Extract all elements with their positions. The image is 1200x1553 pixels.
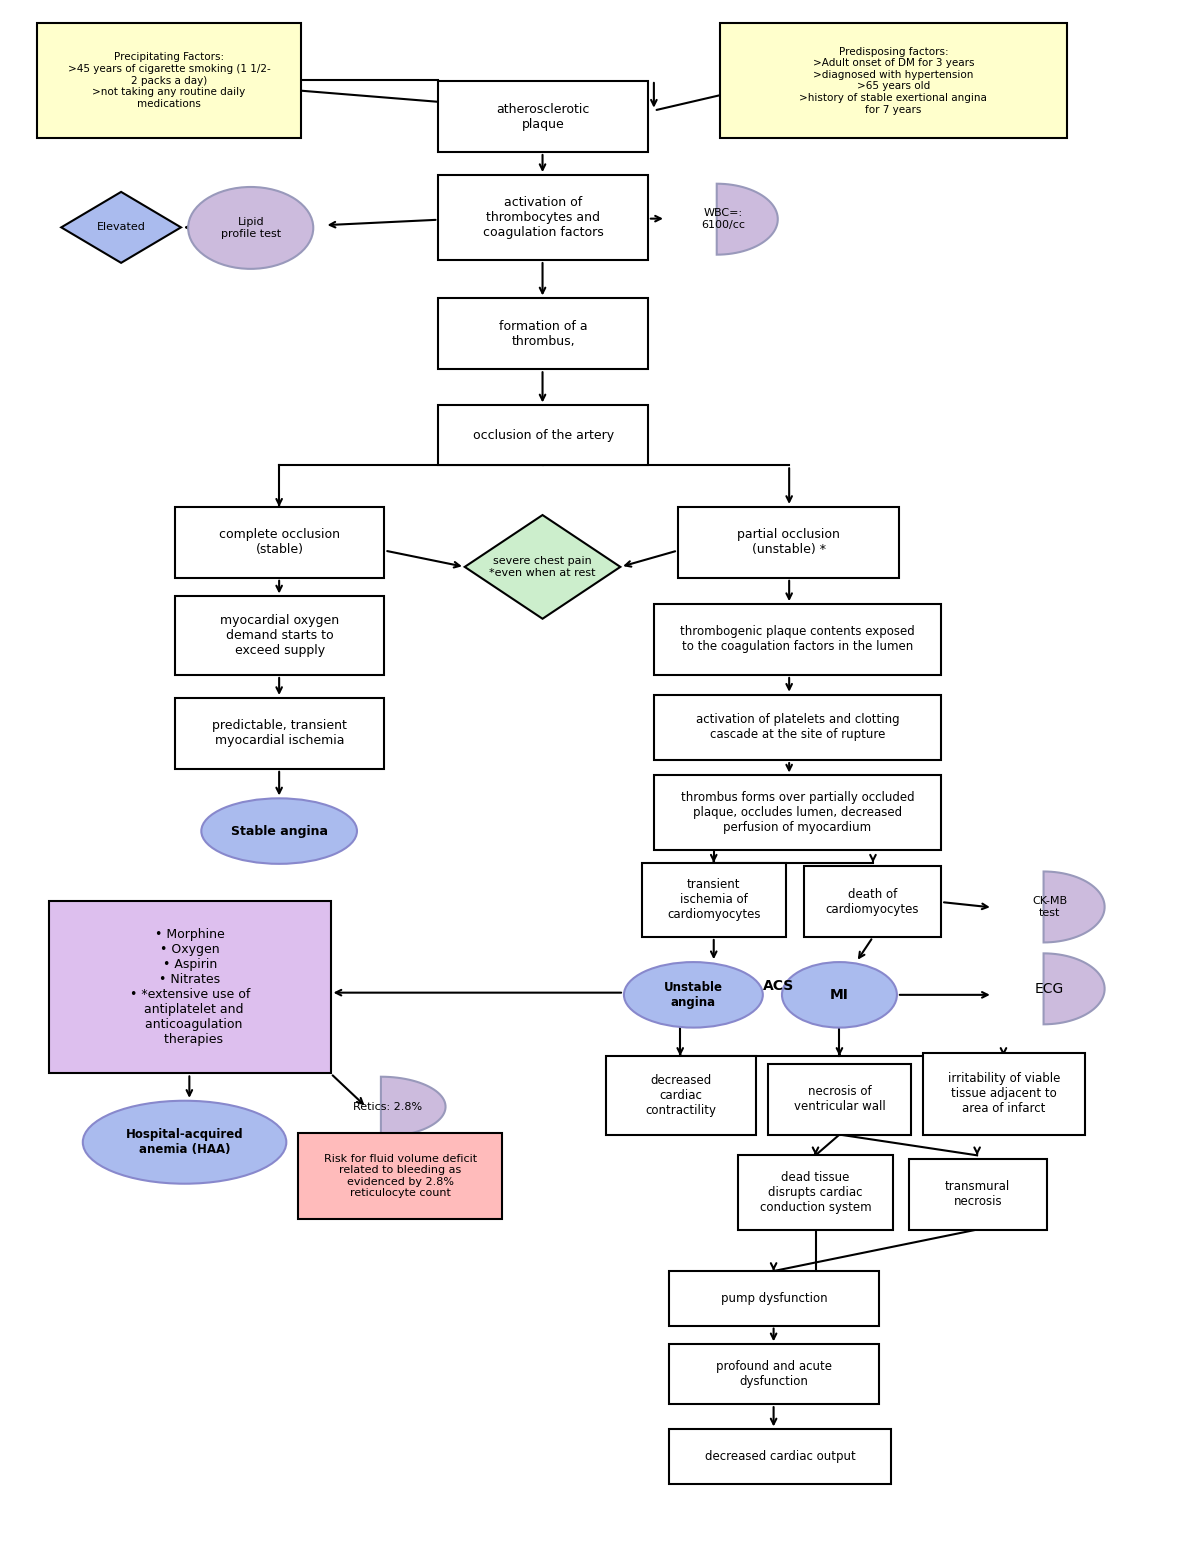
Text: activation of
thrombocytes and
coagulation factors: activation of thrombocytes and coagulati… [482, 196, 604, 239]
Text: dead tissue
disrupts cardiac
conduction system: dead tissue disrupts cardiac conduction … [760, 1171, 871, 1214]
FancyBboxPatch shape [678, 506, 899, 578]
Text: ACS: ACS [763, 978, 794, 992]
Text: partial occlusion
(unstable) *: partial occlusion (unstable) * [737, 528, 840, 556]
Text: WBC=:
6100/cc: WBC=: 6100/cc [701, 208, 745, 230]
Text: thrombus forms over partially occluded
plaque, occludes lumen, decreased
perfusi: thrombus forms over partially occluded p… [680, 790, 914, 834]
Text: Predisposing factors:
>Adult onset of DM for 3 years
>diagnosed with hypertensio: Predisposing factors: >Adult onset of DM… [799, 47, 988, 115]
Text: formation of a
thrombus,: formation of a thrombus, [499, 320, 588, 348]
Text: death of
cardiomyocytes: death of cardiomyocytes [826, 887, 919, 916]
FancyBboxPatch shape [175, 506, 384, 578]
FancyBboxPatch shape [438, 175, 648, 259]
Polygon shape [1044, 954, 1104, 1025]
FancyBboxPatch shape [670, 1345, 878, 1404]
Text: irritability of viable
tissue adjacent to
area of infarct: irritability of viable tissue adjacent t… [948, 1072, 1061, 1115]
Ellipse shape [782, 963, 896, 1028]
Text: transmural
necrosis: transmural necrosis [946, 1180, 1010, 1208]
Text: ECG: ECG [1036, 981, 1064, 995]
Text: predictable, transient
myocardial ischemia: predictable, transient myocardial ischem… [212, 719, 347, 747]
Polygon shape [61, 193, 181, 262]
Text: atherosclerotic
plaque: atherosclerotic plaque [497, 102, 590, 130]
Text: Retics: 2.8%: Retics: 2.8% [353, 1101, 422, 1112]
Text: thrombogenic plaque contents exposed
to the coagulation factors in the lumen: thrombogenic plaque contents exposed to … [680, 626, 914, 654]
Text: decreased cardiac output: decreased cardiac output [704, 1451, 856, 1463]
Polygon shape [380, 1076, 445, 1137]
Text: Elevated: Elevated [97, 222, 145, 233]
FancyBboxPatch shape [654, 694, 941, 759]
Text: severe chest pain
*even when at rest: severe chest pain *even when at rest [490, 556, 595, 578]
FancyBboxPatch shape [908, 1159, 1046, 1230]
Text: activation of platelets and clotting
cascade at the site of rupture: activation of platelets and clotting cas… [696, 713, 899, 741]
Text: decreased
cardiac
contractility: decreased cardiac contractility [646, 1073, 716, 1117]
Text: Unstable
angina: Unstable angina [664, 981, 722, 1009]
Text: occlusion of the artery: occlusion of the artery [473, 429, 613, 443]
Text: necrosis of
ventricular wall: necrosis of ventricular wall [793, 1086, 886, 1114]
FancyBboxPatch shape [438, 81, 648, 152]
Text: complete occlusion
(stable): complete occlusion (stable) [220, 528, 341, 556]
FancyBboxPatch shape [37, 23, 301, 138]
FancyBboxPatch shape [804, 867, 941, 936]
FancyBboxPatch shape [738, 1155, 893, 1230]
Ellipse shape [202, 798, 356, 863]
FancyBboxPatch shape [49, 901, 331, 1073]
Text: profound and acute
dysfunction: profound and acute dysfunction [716, 1360, 832, 1388]
Text: myocardial oxygen
demand starts to
exceed supply: myocardial oxygen demand starts to excee… [220, 613, 340, 657]
Polygon shape [464, 516, 620, 618]
FancyBboxPatch shape [654, 604, 941, 676]
FancyBboxPatch shape [768, 1064, 911, 1135]
FancyBboxPatch shape [438, 298, 648, 370]
Text: transient
ischemia of
cardiomyocytes: transient ischemia of cardiomyocytes [667, 879, 761, 921]
FancyBboxPatch shape [720, 23, 1067, 138]
FancyBboxPatch shape [606, 1056, 756, 1135]
Text: Hospital-acquired
anemia (HAA): Hospital-acquired anemia (HAA) [126, 1127, 244, 1157]
Text: • Morphine
• Oxygen
• Aspirin
• Nitrates
• *extensive use of
  antiplatelet and
: • Morphine • Oxygen • Aspirin • Nitrates… [130, 929, 250, 1047]
FancyBboxPatch shape [299, 1134, 502, 1219]
Text: CK-MB
test: CK-MB test [1032, 896, 1067, 918]
Ellipse shape [188, 186, 313, 269]
FancyBboxPatch shape [175, 596, 384, 676]
FancyBboxPatch shape [670, 1429, 890, 1485]
FancyBboxPatch shape [654, 775, 941, 849]
Polygon shape [716, 183, 778, 255]
Ellipse shape [624, 963, 763, 1028]
FancyBboxPatch shape [438, 405, 648, 466]
FancyBboxPatch shape [923, 1053, 1085, 1135]
Polygon shape [1044, 871, 1104, 943]
Text: pump dysfunction: pump dysfunction [721, 1292, 828, 1305]
Text: Risk for fluid volume deficit
related to bleeding as
evidenced by 2.8%
reticuloc: Risk for fluid volume deficit related to… [324, 1154, 476, 1199]
Text: MI: MI [830, 988, 848, 1002]
Text: Precipitating Factors:
>45 years of cigarette smoking (1 1/2-
2 packs a day)
>no: Precipitating Factors: >45 years of ciga… [67, 53, 270, 109]
FancyBboxPatch shape [670, 1270, 878, 1326]
FancyBboxPatch shape [175, 697, 384, 769]
Text: Stable angina: Stable angina [230, 825, 328, 837]
Ellipse shape [83, 1101, 287, 1183]
FancyBboxPatch shape [642, 863, 786, 936]
Text: Lipid
profile test: Lipid profile test [221, 217, 281, 239]
